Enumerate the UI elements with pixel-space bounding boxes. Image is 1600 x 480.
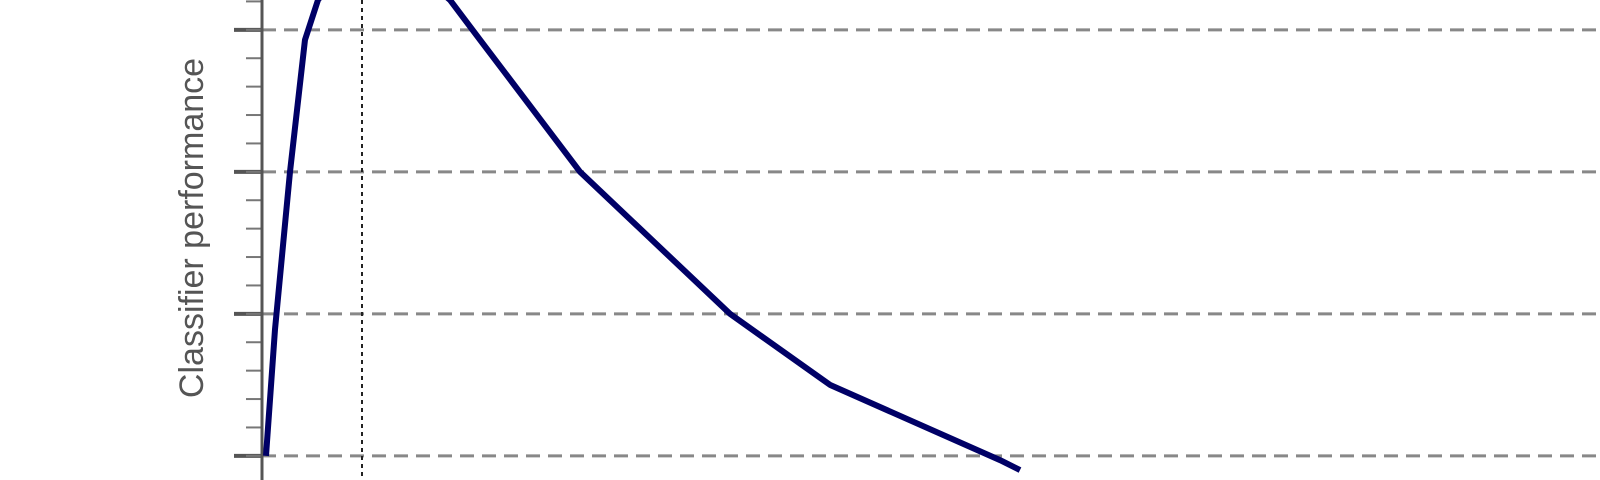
curve — [263, 0, 1022, 473]
y-axis-label: Classifier performance — [173, 58, 211, 398]
